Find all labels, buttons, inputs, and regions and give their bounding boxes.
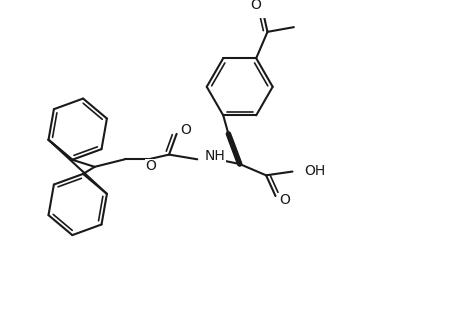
- Text: O: O: [145, 159, 156, 173]
- Text: OH: OH: [304, 164, 325, 178]
- Text: O: O: [280, 193, 290, 207]
- Text: O: O: [250, 0, 261, 11]
- Text: NH: NH: [205, 148, 226, 162]
- Text: O: O: [180, 123, 191, 137]
